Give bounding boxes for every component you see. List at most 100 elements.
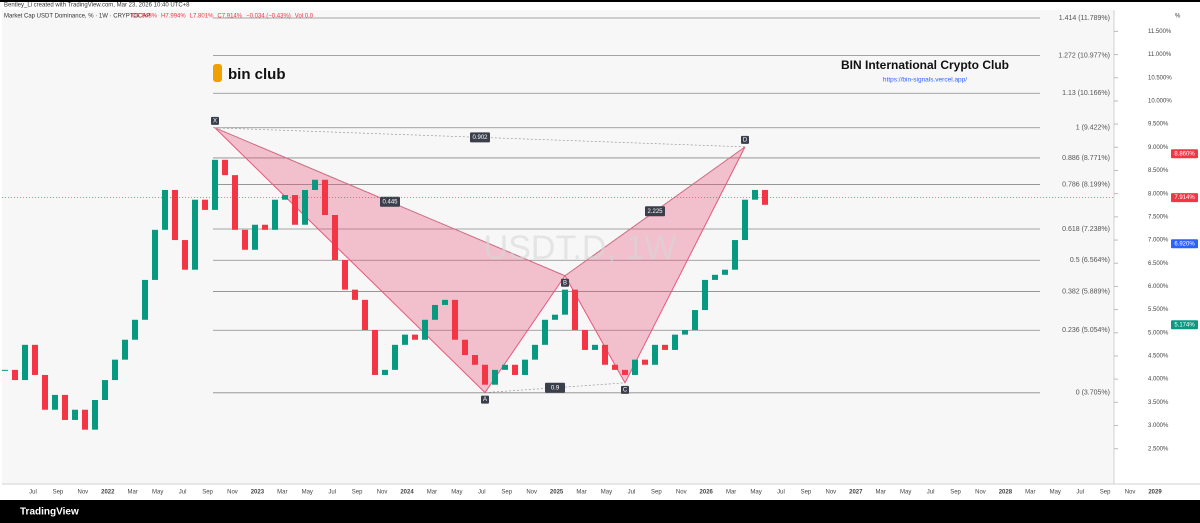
candle — [32, 344, 38, 375]
y-tick-label: 6.000% — [1148, 284, 1169, 290]
top-border — [0, 0, 1200, 2]
y-tick-label: 6.500% — [1148, 261, 1169, 267]
candle — [202, 199, 208, 210]
point-label: D — [743, 137, 748, 143]
logo-text: bin club — [228, 66, 286, 83]
x-tick-label: May — [750, 490, 761, 496]
ratio-line — [484, 382, 626, 393]
candle — [702, 279, 708, 311]
candle — [242, 229, 248, 250]
candle — [482, 364, 488, 385]
candle — [432, 304, 438, 320]
x-tick-label: May — [152, 490, 163, 496]
x-tick-label: Mar — [427, 490, 437, 496]
x-tick-label: Sep — [801, 490, 812, 496]
x-tick-label: Nov — [826, 490, 837, 496]
y-tick-label: 7.000% — [1148, 238, 1169, 244]
x-tick-label: 2023 — [251, 490, 265, 496]
candle — [652, 344, 658, 365]
candle — [362, 299, 368, 330]
ohlc-value: O7.948% — [132, 14, 158, 20]
point-box — [561, 278, 569, 287]
candle — [472, 355, 478, 365]
x-tick-label: 2029 — [1148, 490, 1162, 496]
ratio-label: 0.9 — [551, 385, 560, 391]
fib-label: 0 (3.705%) — [1076, 390, 1110, 397]
candle — [52, 394, 58, 410]
candle — [622, 369, 628, 375]
candle — [612, 364, 618, 370]
point-label: C — [623, 387, 628, 393]
price-tag-label: 7.914% — [1174, 195, 1195, 201]
candle — [262, 224, 268, 230]
x-tick-label: Mar — [576, 490, 586, 496]
ohlc-value: C7.914% — [217, 14, 242, 20]
candle — [292, 195, 298, 225]
x-tick-label: Jul — [927, 490, 935, 496]
candle — [442, 299, 448, 305]
candle — [12, 369, 18, 381]
fib-label: 0.5 (6.564%) — [1070, 257, 1110, 264]
price-tag — [1171, 193, 1198, 203]
candle — [112, 359, 118, 381]
y-tick-label: 8.500% — [1148, 168, 1169, 174]
candle — [62, 394, 68, 420]
candle — [22, 344, 28, 381]
y-tick-label: 3.500% — [1148, 400, 1169, 406]
x-tick-label: Nov — [975, 490, 986, 496]
y-tick-label: 5.500% — [1148, 307, 1169, 313]
y-tick-label: 5.000% — [1148, 330, 1169, 336]
x-tick-label: Jul — [777, 490, 785, 496]
x-tick-label: 2028 — [999, 490, 1013, 496]
ratio-label: 0.902 — [472, 135, 488, 141]
x-tick-label: Sep — [1100, 490, 1111, 496]
point-box — [211, 116, 219, 125]
volume: Vol 0.0 — [295, 14, 314, 20]
x-tick-label: Mar — [876, 490, 886, 496]
candle — [232, 175, 238, 230]
candle — [642, 359, 648, 365]
x-tick-label: 2022 — [101, 490, 115, 496]
x-tick-label: Sep — [950, 490, 961, 496]
fib-label: 0.382 (5.889%) — [1062, 288, 1110, 295]
candle — [122, 339, 128, 360]
ratio-line — [564, 146, 746, 277]
candle — [102, 380, 108, 401]
x-tick-label: Nov — [526, 490, 537, 496]
ohlc-value: L7.801% — [190, 14, 214, 20]
fib-label: 1.414 (11.789%) — [1059, 15, 1110, 22]
candle — [582, 329, 588, 350]
y-tick-label: 9.500% — [1148, 122, 1169, 128]
x-tick-label: Sep — [53, 490, 64, 496]
fib-label: 0.786 (8.199%) — [1062, 181, 1110, 188]
footer-logo: TradingView — [20, 507, 79, 518]
x-tick-label: Nov — [227, 490, 238, 496]
candle — [222, 159, 228, 176]
x-tick-label: Jul — [478, 490, 486, 496]
price-tag-label: 5.174% — [1174, 322, 1195, 328]
price-tag-label: 8.860% — [1174, 151, 1195, 157]
x-tick-label: 2026 — [700, 490, 714, 496]
candle — [522, 359, 528, 375]
price-tag-label: 6.920% — [1174, 241, 1195, 247]
x-tick-label: Mar — [128, 490, 138, 496]
x-tick-label: 2024 — [400, 490, 414, 496]
x-tick-label: Nov — [377, 490, 388, 496]
candle — [332, 215, 338, 260]
y-tick-label: 9.000% — [1148, 145, 1169, 151]
y-tick-label: 10.000% — [1148, 99, 1172, 105]
candle — [692, 310, 698, 330]
candle — [602, 344, 608, 365]
fib-label: 1 (9.422%) — [1076, 125, 1110, 132]
fib-label: 1.13 (10.166%) — [1062, 90, 1110, 97]
candle — [172, 189, 178, 241]
x-tick-label: Nov — [1125, 490, 1136, 496]
candle — [312, 179, 318, 190]
x-tick-label: May — [601, 490, 612, 496]
footer-bar — [0, 500, 1200, 523]
candle — [632, 359, 638, 375]
point-label: B — [563, 280, 567, 286]
fib-label: 1.272 (10.977%) — [1058, 52, 1110, 59]
club-url[interactable]: https://bin-signals.vercel.app/ — [883, 77, 967, 84]
